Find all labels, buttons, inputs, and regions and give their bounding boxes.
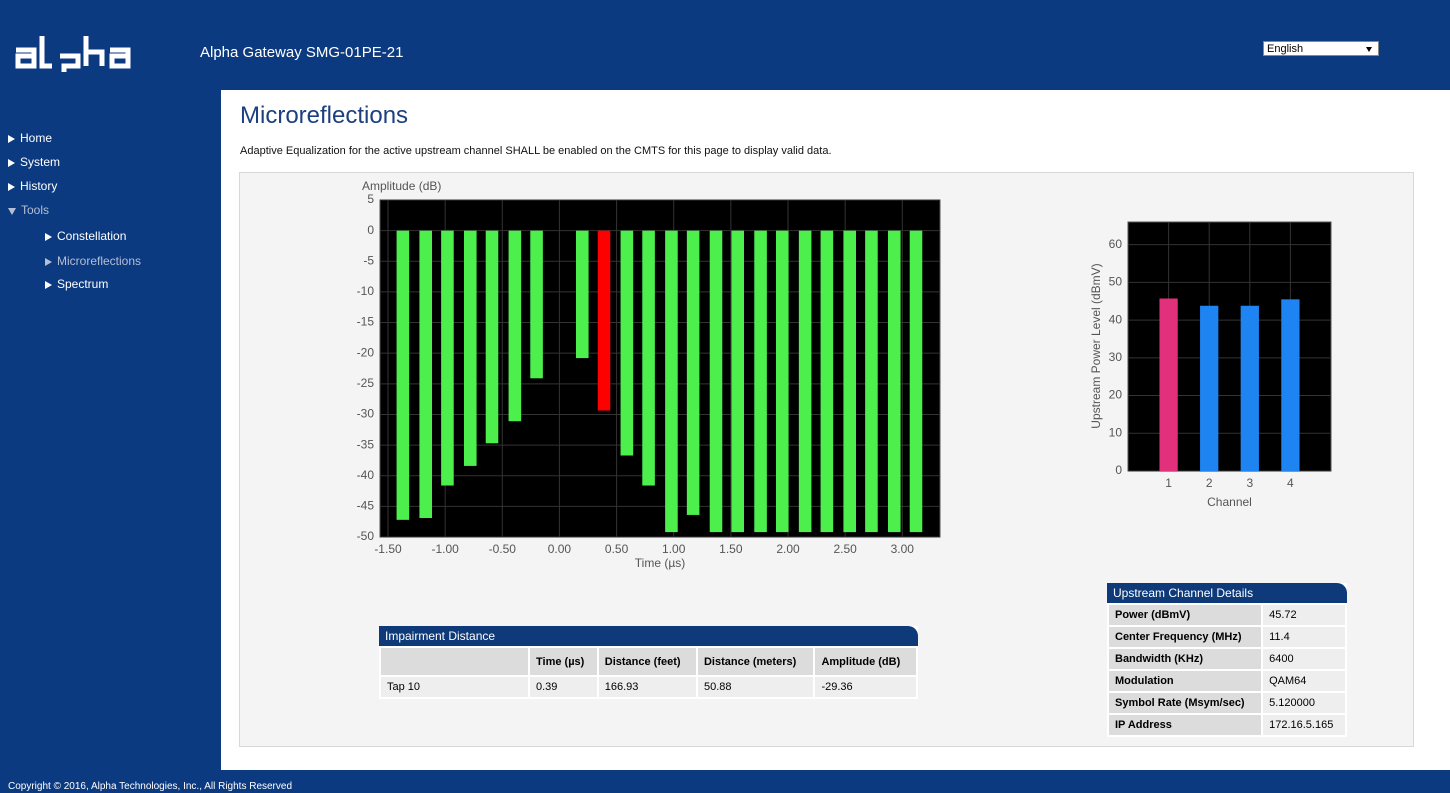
- header-cell: Distance (feet): [598, 648, 696, 675]
- cell: QAM64: [1263, 671, 1345, 691]
- cell: 11.4: [1263, 627, 1345, 647]
- nav-label: Tools: [21, 203, 50, 217]
- row: Bandwidth (KHz) 6400: [1109, 649, 1345, 669]
- cell: Bandwidth (KHz): [1109, 649, 1262, 669]
- row: Symbol Rate (Msym/sec) 5.120000: [1109, 693, 1345, 713]
- nav-subitem[interactable]: Spectrum: [45, 277, 108, 291]
- nav-label: System: [20, 155, 61, 169]
- header-title: Alpha Gateway SMG-01PE-21: [200, 44, 404, 61]
- nav-label: Microreflections: [57, 254, 142, 268]
- header-cell: Amplitude (dB): [815, 648, 916, 675]
- cell: 166.93: [598, 677, 696, 697]
- cell: Modulation: [1109, 671, 1262, 691]
- row: Modulation QAM64: [1109, 671, 1345, 691]
- header-cell: Time (µs): [530, 648, 597, 675]
- upstream-table: Upstream Channel Details Power (dBmV) 45.…: [1107, 583, 1347, 737]
- table: Power (dBmV) 45.72 Center Frequency (MHz) 1…: [1107, 603, 1347, 737]
- cell: 5.120000: [1263, 693, 1345, 713]
- impairment-table: Impairment Distance Time (µs) Distance (…: [379, 626, 918, 699]
- nav-item[interactable]: Home: [8, 131, 52, 145]
- notice: Adaptive Equalization for the active ups…: [240, 145, 832, 157]
- nav-item[interactable]: Tools: [8, 203, 49, 217]
- nav-subitem[interactable]: Microreflections: [45, 254, 141, 268]
- nav-label: Home: [20, 131, 53, 145]
- nav-item[interactable]: System: [8, 155, 60, 169]
- cell: 50.88: [697, 677, 814, 697]
- cell: 0.39: [530, 677, 597, 697]
- cell: Center Frequency (MHz): [1109, 627, 1262, 647]
- nav-label: Spectrum: [57, 277, 109, 291]
- language-select[interactable]: English: [1263, 41, 1379, 56]
- cell: 6400: [1263, 649, 1345, 669]
- logo[interactable]: [12, 22, 152, 72]
- nav-label: History: [20, 179, 58, 193]
- header-cell: Distance (meters): [697, 648, 814, 675]
- header-cell: [381, 648, 528, 675]
- table: Time (µs) Distance (feet) Distance (mete…: [379, 646, 918, 699]
- cell: Tap 10: [381, 677, 528, 697]
- table-title: Upstream Channel Details: [1107, 583, 1347, 603]
- nav-label: Constellation: [57, 229, 127, 243]
- nav-subitem[interactable]: Constellation: [45, 229, 126, 243]
- nav-item[interactable]: History: [8, 179, 57, 193]
- row: Power (dBmV) 45.72: [1109, 605, 1345, 625]
- row: IP Address 172.16.5.165: [1109, 715, 1345, 735]
- cell: 172.16.5.165: [1263, 715, 1345, 735]
- cell: -29.36: [815, 677, 916, 697]
- cell: Symbol Rate (Msym/sec): [1109, 693, 1262, 713]
- page-title: Microreflections: [240, 102, 409, 129]
- footer: Copyright © 2016, Alpha Technologies, In…: [8, 781, 293, 792]
- table-title: Impairment Distance: [379, 626, 918, 646]
- language-value: English: [1267, 43, 1304, 55]
- cell: Power (dBmV): [1109, 605, 1262, 625]
- row: Center Frequency (MHz) 11.4: [1109, 627, 1345, 647]
- cell: IP Address: [1109, 715, 1262, 735]
- cell: 45.72: [1263, 605, 1345, 625]
